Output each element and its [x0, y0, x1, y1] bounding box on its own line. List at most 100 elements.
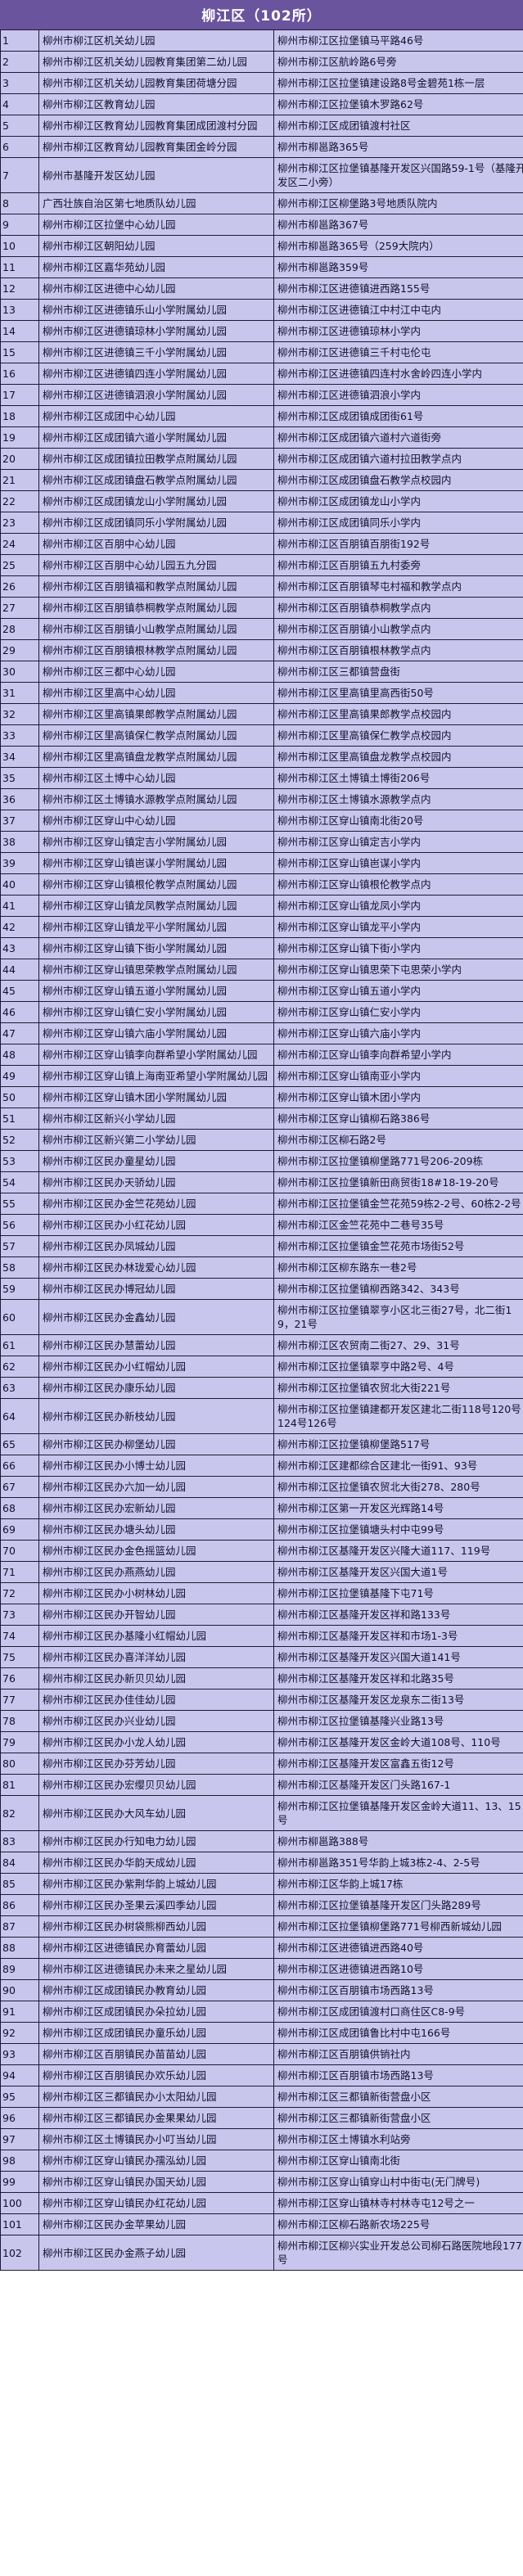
table-row: 10 柳州市柳江区朝阳幼儿园 柳州市柳邕路365号（259大院内）: [0, 235, 523, 257]
kindergarten-name-cell: 柳州市柳江区拉堡中心幼儿园: [38, 214, 274, 236]
kindergarten-name-cell: 柳州市柳江区民办新贝贝幼儿园: [38, 1667, 274, 1690]
table-row: 40 柳州市柳江区穿山镇根伦教学点附属幼儿园 柳州市柳江区穿山镇根伦教学点内: [0, 873, 523, 896]
kindergarten-name-cell: 柳州市柳江区穿山镇龙凤教学点附属幼儿园: [38, 895, 274, 917]
row-number-cell: 17: [0, 384, 39, 406]
kindergarten-address-cell: 柳州市柳江区拉堡镇马平路46号: [273, 29, 523, 52]
row-number-cell: 84: [0, 1852, 39, 1874]
kindergarten-name-cell: 柳州市柳江区三都中心幼儿园: [38, 661, 274, 683]
kindergarten-name-cell: 柳州市柳江区民办小红帽幼儿园: [38, 1356, 274, 1378]
kindergarten-name-cell: 柳州市柳江区穿山镇六庙小学附属幼儿园: [38, 1022, 274, 1044]
kindergarten-address-cell: 柳州市柳江区里高镇里高西街50号: [273, 682, 523, 704]
kindergarten-address-cell: 柳州市柳江区拉堡镇基隆下屯71号: [273, 1582, 523, 1604]
kindergarten-name-cell: 柳州市柳江区穿山镇民办孺泓幼儿园: [38, 2150, 274, 2172]
kindergarten-name-cell: 柳州市柳江区民办康乐幼儿园: [38, 1377, 274, 1399]
kindergarten-name-cell: 柳州市柳江区土博镇水源教学点附属幼儿园: [38, 788, 274, 810]
row-number-cell: 8: [0, 192, 39, 214]
kindergarten-address-cell: 柳州市柳江区基隆开发区金岭大道108号、110号: [273, 1731, 523, 1753]
row-number-cell: 7: [0, 157, 39, 193]
table-row: 3 柳州市柳江区机关幼儿园教育集团荷塘分园 柳州市柳江区拉堡镇建设路8号金碧苑1栋一…: [0, 72, 523, 94]
kindergarten-address-cell: 柳州市柳江区穿山镇南亚小学内: [273, 1065, 523, 1087]
kindergarten-name-cell: 柳州市柳江区成团镇龙山小学附属幼儿园: [38, 490, 274, 512]
table-row: 19 柳州市柳江区成团镇六道小学附属幼儿园 柳州市柳江区成团镇六道村六道街旁: [0, 426, 523, 449]
kindergarten-address-cell: 柳州市柳江区里高镇果郎教学点校园内: [273, 703, 523, 725]
row-number-cell: 9: [0, 214, 39, 236]
table-row: 91 柳州市柳江区成团镇民办朵拉幼儿园 柳州市柳江区成团镇渡村口商住区C8-9号: [0, 2001, 523, 2023]
kindergarten-name-cell: 柳州市柳江区百朋镇福和教学点附属幼儿园: [38, 575, 274, 598]
table-row: 95 柳州市柳江区三都镇民办小太阳幼儿园 柳州市柳江区三都镇新街营盘小区: [0, 2086, 523, 2108]
table-row: 54 柳州市柳江区民办天骄幼儿园 柳州市柳江区拉堡镇新田商贸街18#18-19-20…: [0, 1171, 523, 1193]
kindergarten-address-cell: 柳州市柳江区三都镇营盘街: [273, 661, 523, 683]
kindergarten-name-cell: 柳州市柳江区民办柳堡幼儿园: [38, 1433, 274, 1455]
table-row: 46 柳州市柳江区穿山镇仁安小学附属幼儿园 柳州市柳江区穿山镇仁安小学内: [0, 1001, 523, 1023]
kindergarten-address-cell: 柳州市柳江区拉堡镇塘头村中屯99号: [273, 1518, 523, 1541]
table-row: 8 广西壮族自治区第七地质队幼儿园 柳州市柳江区柳堡路3号地质队院内: [0, 192, 523, 214]
row-number-cell: 100: [0, 2192, 39, 2214]
table-row: 39 柳州市柳江区穿山镇岜谋小学附属幼儿园 柳州市柳江区穿山镇岜谋小学内: [0, 852, 523, 874]
row-number-cell: 6: [0, 136, 39, 158]
kindergarten-address-cell: 柳州市柳江区穿山镇龙平小学内: [273, 916, 523, 938]
table-row: 79 柳州市柳江区民办小龙人幼儿园 柳州市柳江区基隆开发区金岭大道108号、110号: [0, 1731, 523, 1753]
kindergarten-address-cell: 柳州市柳江区穿山镇南北街: [273, 2150, 523, 2172]
kindergarten-name-cell: 柳州市柳江区民办林珑爱心幼儿园: [38, 1256, 274, 1279]
table-row: 77 柳州市柳江区民办佳佳幼儿园 柳州市柳江区基隆开发区龙泉东二街13号: [0, 1689, 523, 1711]
kindergarten-address-cell: 柳州市柳江区拉堡镇柳西路342、343号: [273, 1278, 523, 1300]
kindergarten-address-cell: 柳州市柳江区进德镇泗浪小学内: [273, 384, 523, 406]
row-number-cell: 75: [0, 1646, 39, 1668]
table-row: 11 柳州市柳江区嘉华苑幼儿园 柳州市柳邕路359号: [0, 256, 523, 278]
kindergarten-name-cell: 柳州市柳江区民办塘头幼儿园: [38, 1518, 274, 1541]
row-number-cell: 27: [0, 597, 39, 619]
kindergarten-name-cell: 柳州市柳江区里高镇盘龙教学点附属幼儿园: [38, 746, 274, 768]
kindergarten-name-cell: 柳州市柳江区民办大风车幼儿园: [38, 1795, 274, 1831]
kindergarten-name-cell: 柳州市柳江区穿山镇仁安小学附属幼儿园: [38, 1001, 274, 1023]
row-number-cell: 62: [0, 1356, 39, 1378]
kindergarten-name-cell: 柳州市基隆开发区幼儿园: [38, 157, 274, 193]
row-number-cell: 53: [0, 1150, 39, 1172]
kindergarten-address-cell: 柳州市柳江区三都镇新街营盘小区: [273, 2107, 523, 2129]
kindergarten-name-cell: 柳州市柳江区百朋镇民办欢乐幼儿园: [38, 2064, 274, 2087]
row-number-cell: 90: [0, 1979, 39, 2001]
row-number-cell: 47: [0, 1022, 39, 1044]
kindergarten-address-cell: 柳州市柳江区拉堡镇基隆开发区门头路289号: [273, 1894, 523, 1916]
kindergarten-name-cell: 柳州市柳江区成团镇民办教育幼儿园: [38, 1979, 274, 2001]
district-kindergarten-list: 柳江区（102所） 1 柳州市柳江区机关幼儿园 柳州市柳江区拉堡镇马平路46号 2 柳州…: [0, 0, 523, 2271]
kindergarten-name-cell: 柳州市柳江区民办宏缨贝贝幼儿园: [38, 1774, 274, 1796]
table-row: 49 柳州市柳江区穿山镇上海南亚希望小学附属幼儿园 柳州市柳江区穿山镇南亚小学内: [0, 1065, 523, 1087]
row-number-cell: 30: [0, 661, 39, 683]
kindergarten-address-cell: 柳州市柳江区里高镇保仁教学点校园内: [273, 724, 523, 747]
row-number-cell: 86: [0, 1894, 39, 1916]
kindergarten-name-cell: 柳州市柳江区民办小龙人幼儿园: [38, 1731, 274, 1753]
kindergarten-address-cell: 柳州市柳江区第一开发区光辉路14号: [273, 1497, 523, 1519]
kindergarten-name-cell: 柳州市柳江区进德镇民办未来之星幼儿园: [38, 1958, 274, 1980]
kindergarten-address-cell: 柳州市柳江区土博镇水源教学点内: [273, 788, 523, 810]
row-number-cell: 41: [0, 895, 39, 917]
kindergarten-name-cell: 柳州市柳江区进德镇乐山小学附属幼儿园: [38, 299, 274, 321]
kindergarten-name-cell: 柳州市柳江区三都镇民办小太阳幼儿园: [38, 2086, 274, 2108]
kindergarten-name-cell: 柳州市柳江区民办博冠幼儿园: [38, 1278, 274, 1300]
table-row: 85 柳州市柳江区民办紫荆华韵上城幼儿园 柳州市柳江区华韵上城17栋: [0, 1873, 523, 1895]
kindergarten-name-cell: 柳州市柳江区成团镇拉田教学点附属幼儿园: [38, 448, 274, 470]
row-number-cell: 92: [0, 2022, 39, 2044]
kindergarten-name-cell: 柳州市柳江区民办喜洋洋幼儿园: [38, 1646, 274, 1668]
table-row: 35 柳州市柳江区土博中心幼儿园 柳州市柳江区土博镇土博街206号: [0, 767, 523, 789]
kindergarten-name-cell: 柳州市柳江区成团镇六道小学附属幼儿园: [38, 426, 274, 449]
table-row: 38 柳州市柳江区穿山镇定吉小学附属幼儿园 柳州市柳江区穿山镇定吉小学内: [0, 831, 523, 853]
table-row: 63 柳州市柳江区民办康乐幼儿园 柳州市柳江区拉堡镇农贸北大街221号: [0, 1377, 523, 1399]
table-row: 62 柳州市柳江区民办小红帽幼儿园 柳州市柳江区拉堡镇翠亨中路2号、4号: [0, 1356, 523, 1378]
row-number-cell: 73: [0, 1604, 39, 1626]
row-number-cell: 72: [0, 1582, 39, 1604]
kindergarten-address-cell: 柳州市柳江区进德镇四连村水舍岭四连小学内: [273, 363, 523, 385]
kindergarten-name-cell: 柳州市柳江区土博镇民办小叮当幼儿园: [38, 2128, 274, 2150]
table-row: 20 柳州市柳江区成团镇拉田教学点附属幼儿园 柳州市柳江区成团镇六道村拉田教学点内: [0, 448, 523, 470]
kindergarten-name-cell: 柳州市柳江区民办兴业幼儿园: [38, 1710, 274, 1732]
kindergarten-name-cell: 柳州市柳江区里高中心幼儿园: [38, 682, 274, 704]
kindergarten-address-cell: 柳州市柳江区百朋镇市场西路13号: [273, 2064, 523, 2087]
row-number-cell: 98: [0, 2150, 39, 2172]
table-row: 26 柳州市柳江区百朋镇福和教学点附属幼儿园 柳州市柳江区百朋镇琴屯村福和教学点内: [0, 575, 523, 598]
kindergarten-name-cell: 柳州市柳江区穿山镇思荣教学点附属幼儿园: [38, 959, 274, 981]
kindergarten-name-cell: 柳州市柳江区百朋镇恭桐教学点附属幼儿园: [38, 597, 274, 619]
kindergarten-name-cell: 柳州市柳江区机关幼儿园教育集团第二幼儿园: [38, 51, 274, 73]
kindergarten-name-cell: 柳州市柳江区民办佳佳幼儿园: [38, 1689, 274, 1711]
table-row: 25 柳州市柳江区百朋中心幼儿园五九分园 柳州市柳江区百朋镇五九村委旁: [0, 554, 523, 576]
kindergarten-address-cell: 柳州市柳江区拉堡镇柳堡路771号柳西新城幼儿园: [273, 1915, 523, 1938]
row-number-cell: 67: [0, 1476, 39, 1498]
